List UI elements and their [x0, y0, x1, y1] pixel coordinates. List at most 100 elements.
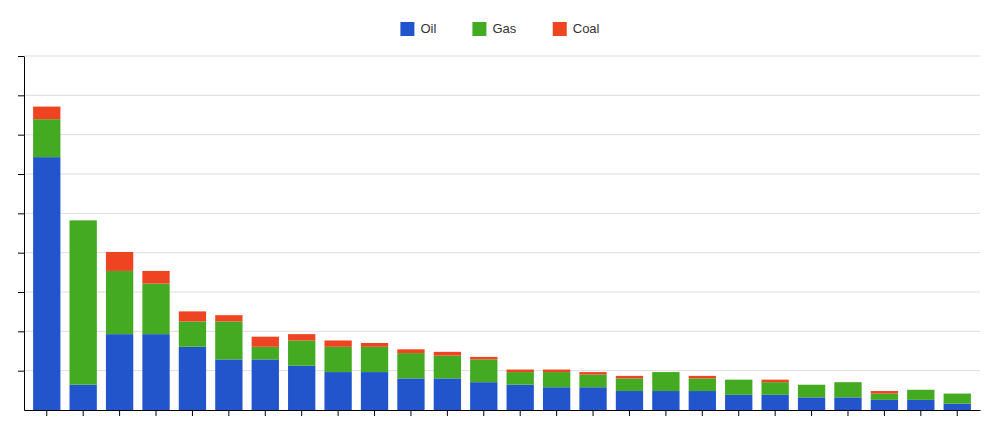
bar: [507, 372, 534, 385]
x-tick-mark: [520, 410, 521, 416]
grid-line: [24, 174, 980, 175]
bar: [652, 372, 679, 373]
x-tick-mark: [192, 410, 193, 416]
bar: [507, 370, 534, 373]
bar: [142, 284, 169, 335]
bar: [252, 359, 279, 410]
bar: [579, 375, 606, 388]
x-tick: [156, 410, 157, 416]
x-tick: [775, 410, 776, 416]
x-tick-mark: [374, 410, 375, 416]
y-tick-mark: [18, 135, 24, 136]
x-tick: [556, 410, 557, 416]
legend-swatch: [472, 22, 486, 36]
bar: [871, 400, 898, 410]
bar: [70, 220, 97, 384]
y-tick: [18, 331, 24, 332]
bar: [761, 382, 788, 395]
bar: [470, 359, 497, 382]
bar-series: [33, 107, 898, 394]
bar: [252, 347, 279, 360]
bar: [434, 378, 461, 410]
bar: [616, 376, 643, 379]
bar: [798, 384, 825, 385]
bar: [142, 271, 169, 284]
bar: [142, 334, 169, 410]
x-tick-mark: [629, 410, 630, 416]
y-tick-mark: [18, 95, 24, 96]
bar: [33, 119, 60, 157]
bar-series: [33, 119, 971, 403]
bar: [725, 379, 752, 380]
x-tick: [884, 410, 885, 416]
bar: [397, 353, 424, 378]
x-tick: [192, 410, 193, 416]
bar: [689, 378, 716, 391]
bar: [543, 372, 570, 387]
bar: [324, 372, 351, 410]
x-tick: [811, 410, 812, 416]
x-tick-mark: [702, 410, 703, 416]
y-tick: [18, 253, 24, 254]
bar: [397, 349, 424, 353]
x-tick: [520, 410, 521, 416]
legend-swatch: [400, 22, 414, 36]
x-tick: [957, 410, 958, 416]
x-tick: [265, 410, 266, 416]
x-tick: [702, 410, 703, 416]
x-tick-mark: [884, 410, 885, 416]
y-axis-line: [24, 57, 25, 411]
x-tick: [847, 410, 848, 416]
x-tick-mark: [593, 410, 594, 416]
bar: [834, 382, 861, 383]
bar-series: [33, 157, 971, 410]
x-tick: [447, 410, 448, 416]
legend: Oil Gas Coal: [400, 21, 599, 36]
x-tick: [920, 410, 921, 416]
x-tick-mark: [775, 410, 776, 416]
x-tick: [228, 410, 229, 416]
x-tick-mark: [957, 410, 958, 416]
bar: [106, 334, 133, 410]
legend-item: Gas: [472, 21, 516, 36]
x-tick: [665, 410, 666, 416]
bar: [361, 343, 388, 347]
y-tick: [18, 174, 24, 175]
y-tick-mark: [18, 174, 24, 175]
grid: [24, 56, 980, 371]
legend-label: Coal: [573, 21, 600, 36]
bar: [834, 397, 861, 410]
bar: [689, 391, 716, 410]
x-tick-mark: [228, 410, 229, 416]
bar: [689, 376, 716, 379]
bar: [252, 337, 279, 347]
bar: [871, 391, 898, 394]
bar: [179, 322, 206, 347]
bar: [106, 252, 133, 271]
y-tick: [18, 95, 24, 96]
y-tick: [18, 135, 24, 136]
bar: [215, 359, 242, 410]
x-tick-mark: [811, 410, 812, 416]
y-axis: [18, 57, 25, 411]
bar: [33, 107, 60, 120]
x-tick-mark: [156, 410, 157, 416]
legend-item: Coal: [553, 21, 600, 36]
bar: [798, 385, 825, 398]
x-tick-mark: [447, 410, 448, 416]
bar: [470, 357, 497, 360]
grid-line: [24, 56, 980, 57]
legend-label: Oil: [420, 21, 436, 36]
legend-swatch: [553, 22, 567, 36]
y-tick: [18, 213, 24, 214]
x-tick-mark: [83, 410, 84, 416]
bar: [871, 394, 898, 400]
x-tick-mark: [665, 410, 666, 416]
bar: [834, 382, 861, 397]
x-tick-mark: [301, 410, 302, 416]
bar: [288, 340, 315, 365]
bar: [288, 366, 315, 410]
bar: [361, 372, 388, 410]
y-tick: [18, 292, 24, 293]
plot: [18, 56, 981, 416]
